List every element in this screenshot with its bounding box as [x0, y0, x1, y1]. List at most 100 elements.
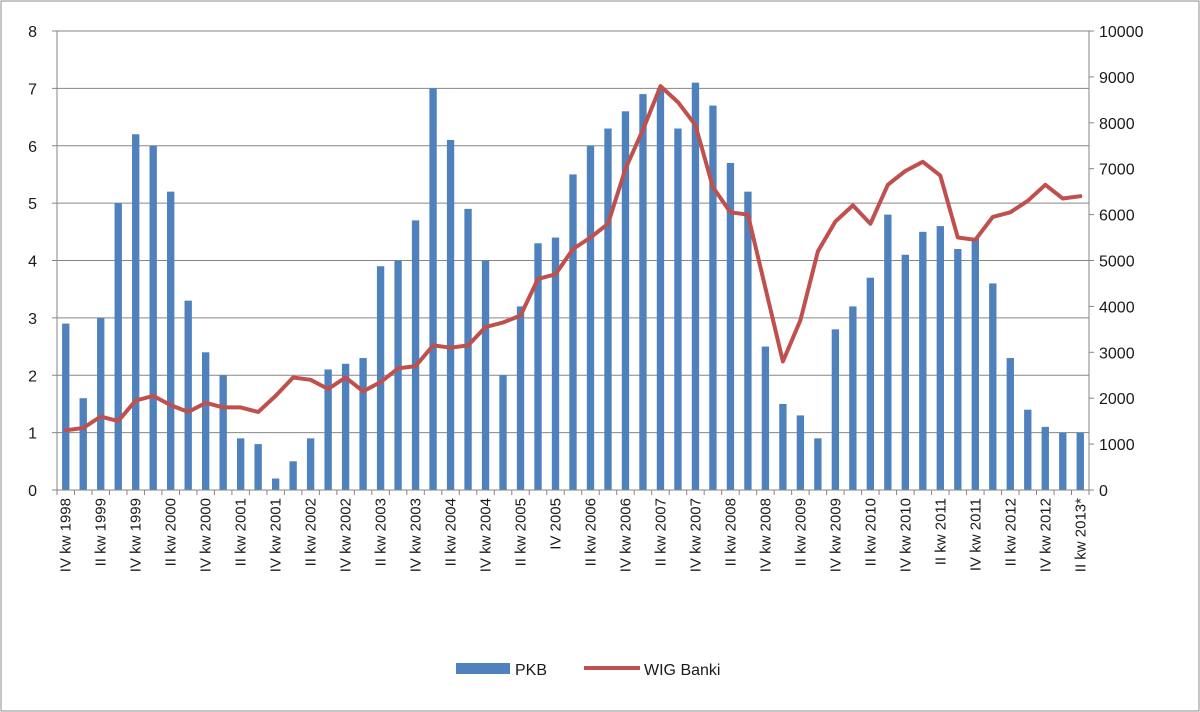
pkb-bar [324, 369, 332, 490]
x-tick-label: IV kw 1998 [58, 498, 75, 572]
x-tick-label: II kw 2009 [792, 498, 809, 566]
pkb-bar [79, 398, 87, 490]
x-tick-label: II kw 2001 [233, 498, 250, 566]
pkb-bar [796, 415, 805, 490]
x-tick-label: IV kw 2012 [1037, 498, 1054, 572]
pkb-bar [831, 329, 840, 490]
pkb-bar [674, 128, 682, 490]
right-tick-label: 1000 [1099, 437, 1135, 454]
right-tick-label: 8000 [1099, 116, 1135, 133]
legend-label-wig-banki: WIG Banki [644, 662, 720, 679]
x-tick-label: IV kw 2006 [617, 498, 634, 572]
pkb-bar [114, 203, 122, 490]
x-tick-label: II kw 2006 [582, 498, 599, 566]
pkb-bar [569, 174, 577, 490]
pkb-bar [376, 266, 385, 490]
legend: PKB WIG Banki [456, 662, 720, 679]
pkb-bar [656, 88, 665, 490]
pkb-bar [271, 478, 280, 490]
x-tick-label: IV kw 2011 [967, 498, 984, 571]
x-tick-label: IV kw 2007 [687, 498, 704, 572]
x-tick-label: II kw 2008 [722, 498, 739, 566]
x-tick-label: II kw 2002 [303, 498, 320, 566]
pkb-bar [499, 375, 507, 490]
pkb-bar [761, 346, 770, 490]
x-tick-label: IV kw 2010 [897, 498, 914, 572]
pkb-bar [604, 128, 612, 490]
x-tick-label: II kw 2010 [862, 498, 879, 566]
pkb-bars [62, 82, 1084, 491]
x-tick-label: IV kw 2002 [338, 498, 355, 572]
x-tick-label: IV kw 1999 [128, 498, 145, 572]
pkb-bar [236, 438, 245, 490]
x-tick-label: II kw 2011 [932, 498, 949, 565]
x-tick-label: II kw 1999 [93, 498, 110, 566]
pkb-bar [971, 237, 979, 490]
pkb-bar [726, 162, 735, 490]
left-tick-label: 1 [28, 426, 37, 443]
pkb-bar [814, 438, 822, 490]
pkb-bar [866, 277, 875, 490]
pkb-bar [1041, 426, 1049, 490]
right-tick-label: 0 [1099, 483, 1108, 500]
pkb-bar [341, 363, 350, 490]
x-tick-label: IV kw 2000 [198, 498, 215, 572]
x-tick-label: IV 2005 [548, 498, 565, 550]
pkb-bar [219, 375, 227, 490]
pkb-bar [97, 317, 105, 490]
pkb-bar [586, 145, 595, 490]
pkb-bar [534, 243, 542, 490]
legend-label-pkb: PKB [515, 662, 547, 679]
wig-banki-series-line [63, 84, 1083, 433]
pkb-bar [289, 461, 297, 490]
right-tick-label: 4000 [1099, 299, 1135, 316]
pkb-bar [411, 220, 420, 490]
x-tick-label: II kw 2013* [1072, 498, 1089, 572]
pkb-bar [184, 300, 192, 490]
pkb-bar [1024, 409, 1032, 490]
pkb-bar [149, 145, 157, 490]
pkb-bar [62, 323, 70, 490]
pkb-bar [621, 111, 630, 490]
x-axis-ticks: IV kw 1998 II kw 1999 IV kw 1999 II kw 2000… [56, 490, 1090, 572]
pkb-bar [919, 231, 927, 490]
pkb-bar [359, 358, 367, 490]
pkb-bar [551, 237, 560, 490]
x-tick-label: IV kw 2001 [268, 498, 285, 572]
right-axis-ticks: 0 1000 2000 3000 4000 5000 6000 7000 8000 9000 100… [1089, 24, 1144, 500]
pkb-bar [481, 260, 490, 490]
wig-banki-line [63, 84, 1083, 433]
x-tick-label: IV kw 2003 [408, 498, 425, 572]
x-tick-label: IV kw 2009 [827, 498, 844, 572]
pkb-bar [516, 306, 525, 490]
right-tick-label: 7000 [1099, 162, 1135, 179]
left-axis-ticks: 0 1 2 3 4 5 6 7 8 [28, 24, 57, 500]
left-tick-label: 5 [28, 196, 37, 213]
pkb-bar [709, 105, 717, 491]
legend-swatch-pkb [456, 663, 510, 674]
x-tick-label: II kw 2012 [1002, 498, 1019, 566]
right-tick-label: 9000 [1099, 70, 1135, 87]
pkb-bar [779, 403, 787, 490]
pkb-bar [306, 438, 315, 490]
right-tick-label: 10000 [1099, 24, 1144, 41]
left-tick-label: 4 [28, 254, 37, 271]
pkb-bar [954, 249, 962, 490]
x-tick-label: II kw 2004 [443, 498, 460, 566]
right-tick-label: 5000 [1099, 254, 1135, 271]
left-tick-label: 7 [28, 81, 37, 98]
pkb-bar [1006, 358, 1014, 490]
pkb-bar [901, 254, 910, 490]
left-tick-label: 3 [28, 311, 37, 328]
x-tick-label: II kw 2005 [513, 498, 530, 566]
pkb-bar [1076, 432, 1084, 490]
pkb-bar [849, 306, 857, 490]
x-tick-label: IV kw 2008 [757, 498, 774, 572]
pkb-bar [254, 444, 262, 490]
x-tick-label: II kw 2003 [373, 498, 390, 566]
pkb-bar [744, 191, 752, 490]
pkb-bar [936, 226, 944, 490]
pkb-bar [202, 352, 210, 490]
x-tick-label: II kw 2007 [652, 498, 669, 566]
